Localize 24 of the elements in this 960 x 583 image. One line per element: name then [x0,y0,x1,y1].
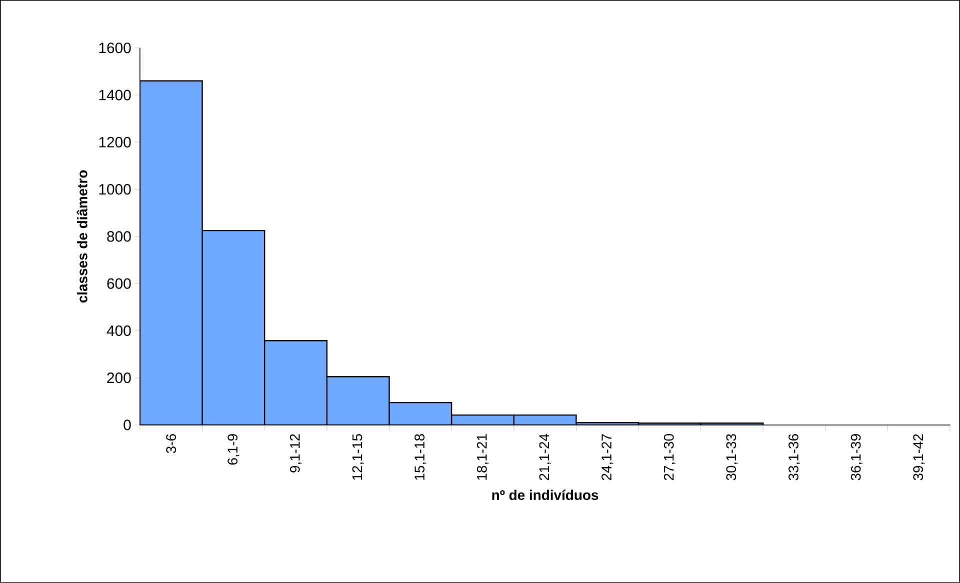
x-tick-label: 21,1-24 [539,434,551,480]
y-tick-label: 400 [106,325,131,336]
y-tick-label: 1200 [99,136,131,148]
x-axis-title: nº de indivíduos [492,490,598,500]
x-tick-label: 39,1-42 [913,434,925,480]
y-tick-label: 0 [124,420,131,430]
x-tick-label: 3-6 [166,434,176,454]
x-tick-label: 15,1-18 [414,434,426,480]
x-tick-label: 6,1-9 [228,434,240,465]
x-tick-label: 24,1-27 [602,434,614,480]
y-tick-label: 600 [107,278,131,289]
y-tick-label: 800 [107,231,131,242]
x-tick-label: 36,1-39 [850,434,862,480]
x-tick-label: 33,1-36 [788,434,800,480]
y-axis-title: classes de diâmetro [76,170,88,303]
x-tick-label: 18,1-21 [476,434,488,480]
y-tick-label: 200 [107,372,131,384]
x-tick-label: 30,1-33 [726,434,738,480]
y-tick-label: 1000 [99,184,131,195]
x-tick-label: 12,1-15 [352,434,364,480]
x-tick-label: 27,1-30 [664,434,676,480]
y-tick-label: 1400 [99,90,131,100]
y-tick-label: 1600 [99,42,131,54]
x-tick-label: 9,1-12 [290,434,302,472]
